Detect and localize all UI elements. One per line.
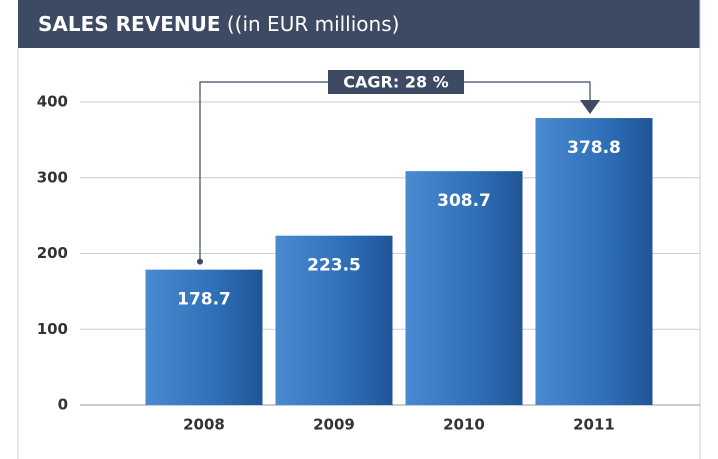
y-tick-label: 400 xyxy=(37,93,68,111)
x-tick-label: 2009 xyxy=(313,416,355,434)
value-label: 378.8 xyxy=(567,138,621,158)
y-tick-label: 0 xyxy=(58,396,68,414)
y-tick-label: 300 xyxy=(37,168,68,186)
bar xyxy=(535,118,653,406)
value-label: 308.7 xyxy=(437,191,491,211)
value-label: 223.5 xyxy=(307,256,361,276)
annotation-box xyxy=(328,70,464,94)
value-label: 178.7 xyxy=(177,290,231,310)
header-text: SALES REVENUE ((in EUR millions) xyxy=(38,12,399,36)
annotation-dot xyxy=(197,258,203,265)
header-bar xyxy=(18,0,700,48)
x-tick-label: 2010 xyxy=(443,416,485,434)
annotation-line xyxy=(199,81,591,262)
annotation-text: CAGR: 28 % xyxy=(343,73,448,92)
chart-subtitle: ((in EUR millions) xyxy=(227,12,400,36)
bar xyxy=(145,269,263,405)
y-tick-label: 100 xyxy=(37,320,68,338)
bar xyxy=(405,171,523,405)
annotation-arrow xyxy=(580,100,600,114)
y-tick-label: 200 xyxy=(37,244,68,262)
x-tick-label: 2008 xyxy=(183,416,225,434)
bar xyxy=(275,235,393,405)
chart-title: SALES REVENUE xyxy=(38,12,221,36)
x-tick-label: 2011 xyxy=(573,416,615,434)
